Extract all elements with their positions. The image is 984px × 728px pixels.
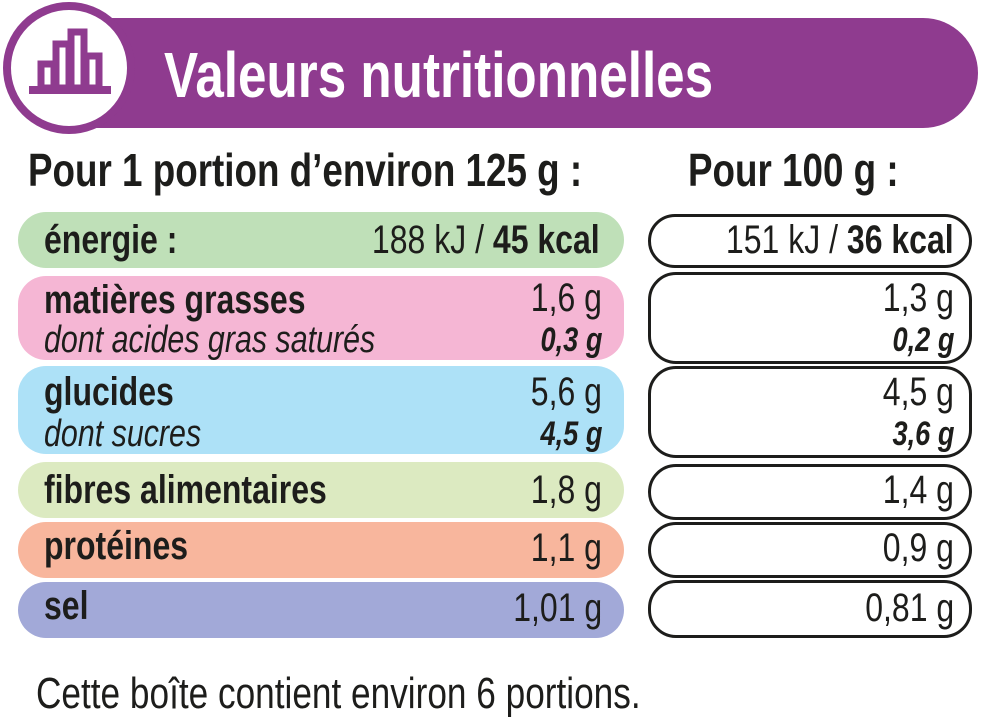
glucides-portion-value: 5,6 g (530, 370, 602, 414)
glucides-per100-value: 4,5 g (882, 370, 954, 414)
energie-row (18, 212, 624, 268)
sucres-label: dont sucres (44, 413, 202, 455)
bar-chart-icon (29, 28, 111, 94)
sel-per100-box (648, 580, 972, 638)
header-bar (64, 18, 978, 128)
acides-gras-satures-label: dont acides gras saturés (44, 319, 376, 361)
matieres-grasses-row (18, 276, 624, 360)
fibres-label: fibres alimentaires (44, 468, 327, 512)
proteines-per100-box (648, 522, 972, 578)
energie-portion-value: 188 kJ / 45 kcal (372, 218, 600, 262)
glucides-per100-box (648, 366, 972, 458)
matieres-grasses-label: matières grasses (44, 278, 306, 322)
proteines-row (18, 522, 624, 578)
sel-label: sel (44, 584, 89, 628)
fibres-per100-value: 1,4 g (882, 468, 954, 512)
fibres-portion-value: 1,8 g (530, 468, 602, 512)
sucres-per100-value: 3,6 g (892, 415, 954, 453)
proteines-per100-value: 0,9 g (882, 526, 954, 570)
footer-note: Cette boîte contient environ 6 portions. (36, 669, 641, 718)
sel-portion-value: 1,01 g (513, 586, 602, 630)
acides-gras-satures-per100-value: 0,2 g (892, 321, 954, 359)
per100-column-header: Pour 100 g : (688, 144, 899, 196)
sel-row (18, 582, 624, 638)
proteines-label: protéines (44, 524, 189, 568)
glucides-row (18, 366, 624, 454)
energie-label: énergie : (44, 218, 178, 262)
sel-per100-value: 0,81 g (865, 586, 954, 630)
sucres-portion-value: 4,5 g (540, 415, 602, 453)
page-title: Valeurs nutritionnelles (164, 39, 714, 111)
matieres-grasses-per100-value: 1,3 g (882, 276, 954, 320)
acides-gras-satures-portion-value: 0,3 g (540, 321, 602, 359)
portion-column-header: Pour 1 portion d’environ 125 g : (28, 144, 583, 196)
fibres-row (18, 462, 624, 518)
fibres-per100-box (648, 464, 972, 520)
matieres-grasses-portion-value: 1,6 g (530, 276, 602, 320)
energie-per100-box (648, 214, 972, 268)
matieres-grasses-per100-box (648, 272, 972, 364)
glucides-label: glucides (44, 370, 174, 414)
proteines-portion-value: 1,1 g (530, 526, 602, 570)
logo-badge (3, 2, 135, 134)
energie-per100-value: 151 kJ / 36 kcal (726, 218, 954, 262)
